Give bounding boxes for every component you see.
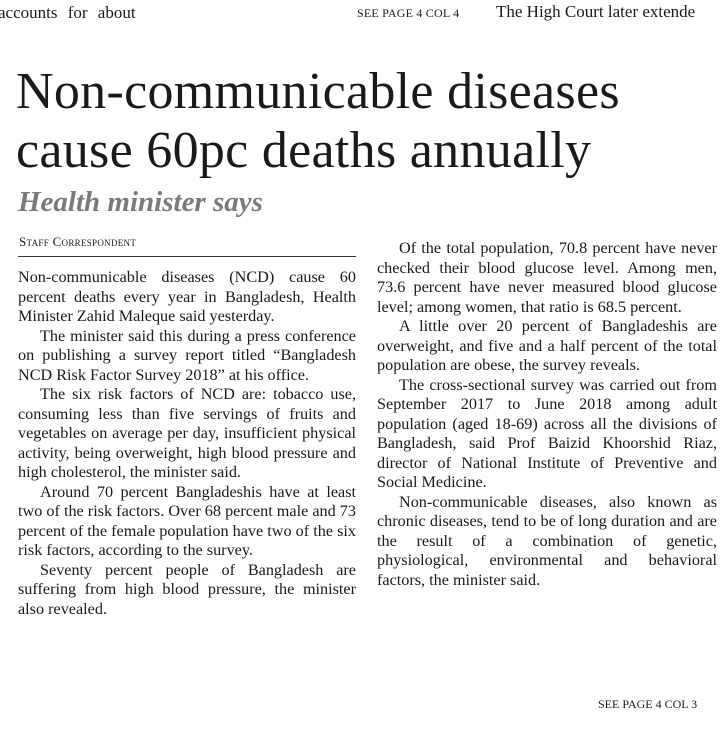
paragraph: The six risk factors of NCD are: tobacco… [18, 385, 356, 481]
paragraph: A little over 20 percent of Bangladeshis… [377, 317, 717, 374]
subheadline: Health minister says [18, 186, 263, 218]
article-column-1: Non-communicable diseases (NCD) cause 60… [18, 268, 356, 619]
byline-divider [18, 256, 356, 257]
paragraph: Seventy percent people of Bangladesh are… [18, 560, 356, 618]
paragraph: Non-communicable diseases, also known as… [377, 492, 717, 589]
paragraph: The cross-sectional survey was carried o… [377, 375, 717, 492]
headline-line: cause 60pc deaths annually [16, 122, 592, 179]
headline-line: Non-communicable diseases [16, 63, 620, 120]
adjacent-article-fragment: The High Court later extende [496, 2, 696, 21]
article-column-2: Of the total population, 70.8 percent ha… [377, 239, 717, 590]
paragraph: Of the total population, 70.8 percent ha… [377, 239, 717, 316]
continued-jump: SEE PAGE 4 COL 3 [598, 697, 698, 711]
adjacent-article-fragment: accounts for about [0, 3, 136, 22]
byline: Staff Correspondent [19, 234, 137, 249]
paragraph: Around 70 percent Bangladeshis have at l… [18, 482, 356, 560]
paragraph: Non-communicable diseases (NCD) cause 60… [18, 268, 356, 325]
see-page-jump: SEE PAGE 4 COL 4 [357, 6, 460, 20]
adjacent-articles-strip: accounts for about SEE PAGE 4 COL 4 The … [0, 0, 722, 26]
headline: Non-communicable diseases cause 60pc dea… [16, 62, 620, 180]
paragraph: The minister said this during a press co… [18, 326, 356, 384]
